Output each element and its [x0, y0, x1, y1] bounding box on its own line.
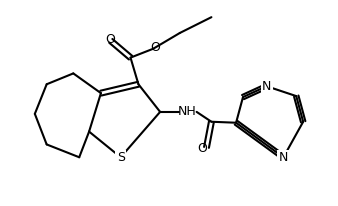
Text: O: O: [198, 142, 208, 155]
Text: O: O: [105, 33, 115, 46]
Text: N: N: [262, 80, 271, 93]
Text: O: O: [150, 41, 160, 54]
Text: NH: NH: [177, 105, 196, 118]
Text: S: S: [117, 151, 125, 164]
Text: N: N: [279, 151, 288, 164]
